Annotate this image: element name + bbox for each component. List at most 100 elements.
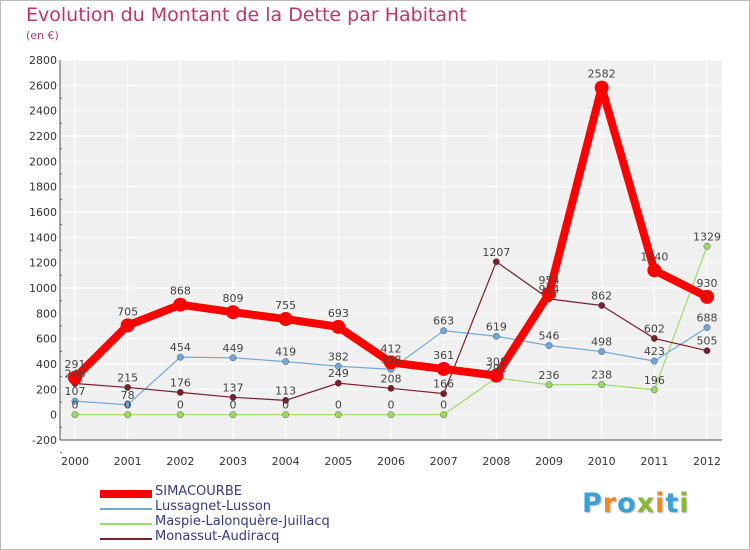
y-tick-label: 1200	[29, 257, 57, 270]
logo-letter: o	[617, 488, 637, 519]
data-label-simacourbe: 2582	[588, 68, 616, 81]
data-point-lussagnet-lusson	[598, 348, 606, 356]
data-point-lussagnet-lusson	[176, 353, 184, 361]
y-tick-label: 1400	[29, 231, 57, 244]
data-label-simacourbe: 361	[433, 349, 454, 362]
y-tick-label: 600	[36, 333, 57, 346]
data-label-simacourbe: 930	[697, 277, 718, 290]
y-tick-label: 2000	[29, 155, 57, 168]
data-point-monassut-audiracq	[387, 384, 395, 392]
x-tick-label: 2004	[272, 455, 300, 468]
data-label-maspie-lalonqu-re-juillacq: 0	[440, 399, 447, 412]
data-point-maspie-lalonqu-re-juillacq	[545, 381, 553, 389]
y-tick-label: 400	[36, 358, 57, 371]
data-label-maspie-lalonqu-re-juillacq: 196	[644, 374, 665, 387]
data-label-lussagnet-lusson: 619	[486, 320, 507, 333]
legend-swatch	[100, 538, 152, 540]
data-label-simacourbe: 954	[539, 274, 560, 287]
data-label-monassut-audiracq: 249	[328, 367, 349, 380]
data-point-maspie-lalonqu-re-juillacq	[176, 411, 184, 419]
data-point-maspie-lalonqu-re-juillacq	[124, 411, 132, 419]
x-tick-label: 2012	[693, 455, 721, 468]
data-point-lussagnet-lusson	[229, 354, 237, 362]
x-tick-label: 2005	[324, 455, 352, 468]
x-tick-label: 2006	[377, 455, 405, 468]
legend-label: SIMACOURBE	[155, 484, 242, 499]
y-tick-label: 1800	[29, 181, 57, 194]
x-tick-label: 2002	[166, 455, 194, 468]
data-point-lussagnet-lusson	[124, 401, 132, 409]
y-tick-label: 2200	[29, 130, 57, 143]
data-label-monassut-audiracq: 1207	[482, 246, 510, 259]
data-point-simacourbe	[120, 318, 135, 333]
data-point-monassut-audiracq	[650, 334, 658, 342]
data-point-maspie-lalonqu-re-juillacq	[334, 411, 342, 419]
data-point-lussagnet-lusson	[282, 358, 290, 366]
data-label-simacourbe: 809	[223, 292, 244, 305]
data-point-lussagnet-lusson	[650, 357, 658, 365]
data-label-lussagnet-lusson: 107	[65, 385, 86, 398]
logo-letter: t	[665, 488, 680, 519]
logo-letter: i	[679, 488, 690, 519]
data-label-maspie-lalonqu-re-juillacq: 0	[124, 399, 131, 412]
data-point-lussagnet-lusson	[334, 362, 342, 370]
data-point-maspie-lalonqu-re-juillacq	[71, 411, 79, 419]
data-label-lussagnet-lusson: 688	[697, 312, 718, 325]
chart-subtitle: (en €)	[26, 29, 59, 42]
data-label-monassut-audiracq: 208	[381, 372, 402, 385]
data-point-monassut-audiracq	[492, 258, 500, 266]
x-tick-label: 2001	[114, 455, 142, 468]
data-label-monassut-audiracq: 113	[275, 384, 296, 397]
data-label-simacourbe: 291	[65, 358, 86, 371]
logo-letter: i	[655, 488, 666, 519]
x-tick-label: 2011	[640, 455, 668, 468]
y-tick-label: 800	[36, 307, 57, 320]
data-label-monassut-audiracq: 602	[644, 322, 665, 335]
data-label-simacourbe: 868	[170, 285, 191, 298]
y-tick-label: 2400	[29, 105, 57, 118]
data-label-monassut-audiracq: 246	[65, 368, 86, 381]
y-tick-label: 0	[50, 409, 57, 422]
data-label-monassut-audiracq: 166	[433, 378, 454, 391]
data-label-lussagnet-lusson: 449	[223, 342, 244, 355]
x-tick-label: 2010	[588, 455, 616, 468]
data-label-monassut-audiracq: 176	[170, 376, 191, 389]
data-label-maspie-lalonqu-re-juillacq: 0	[177, 399, 184, 412]
data-label-monassut-audiracq: 215	[117, 371, 138, 384]
data-point-maspie-lalonqu-re-juillacq	[598, 381, 606, 388]
data-point-lussagnet-lusson	[703, 324, 711, 331]
data-label-maspie-lalonqu-re-juillacq: 0	[230, 399, 237, 412]
data-label-lussagnet-lusson: 78	[121, 389, 135, 402]
data-label-lussagnet-lusson: 358	[381, 353, 402, 366]
data-label-maspie-lalonqu-re-juillacq: 291	[486, 362, 507, 375]
data-label-maspie-lalonqu-re-juillacq: 0	[282, 399, 289, 412]
data-point-simacourbe	[594, 80, 609, 95]
logo-letter: P	[582, 488, 603, 519]
data-label-simacourbe: 1140	[640, 250, 668, 263]
chart-title: Evolution du Montant de la Dette par Hab…	[26, 4, 467, 26]
data-label-simacourbe: 308	[486, 356, 507, 369]
data-point-monassut-audiracq	[440, 390, 448, 398]
data-label-lussagnet-lusson: 423	[644, 345, 665, 358]
data-label-lussagnet-lusson: 546	[539, 330, 560, 343]
y-tick-label: 2600	[29, 79, 57, 92]
data-label-simacourbe: 705	[117, 305, 138, 318]
legend-label: Monassut-Audiracq	[155, 529, 280, 544]
data-point-simacourbe	[542, 286, 556, 301]
data-point-lussagnet-lusson	[545, 342, 553, 349]
x-tick-label: 2007	[430, 455, 458, 468]
data-point-simacourbe	[68, 370, 82, 385]
data-point-simacourbe	[226, 305, 240, 320]
x-tick-label: 2000	[61, 455, 89, 468]
legend-swatch	[100, 508, 152, 510]
data-point-monassut-audiracq	[703, 347, 711, 355]
data-point-monassut-audiracq	[176, 388, 184, 396]
data-label-monassut-audiracq: 862	[591, 289, 612, 302]
data-label-monassut-audiracq: 914	[539, 283, 560, 296]
data-point-simacourbe	[647, 263, 662, 278]
legend-swatch	[100, 490, 152, 498]
data-point-maspie-lalonqu-re-juillacq	[282, 411, 290, 419]
data-point-simacourbe	[331, 319, 346, 334]
y-tick-label: 2800	[29, 54, 57, 67]
data-point-monassut-audiracq	[229, 393, 237, 401]
